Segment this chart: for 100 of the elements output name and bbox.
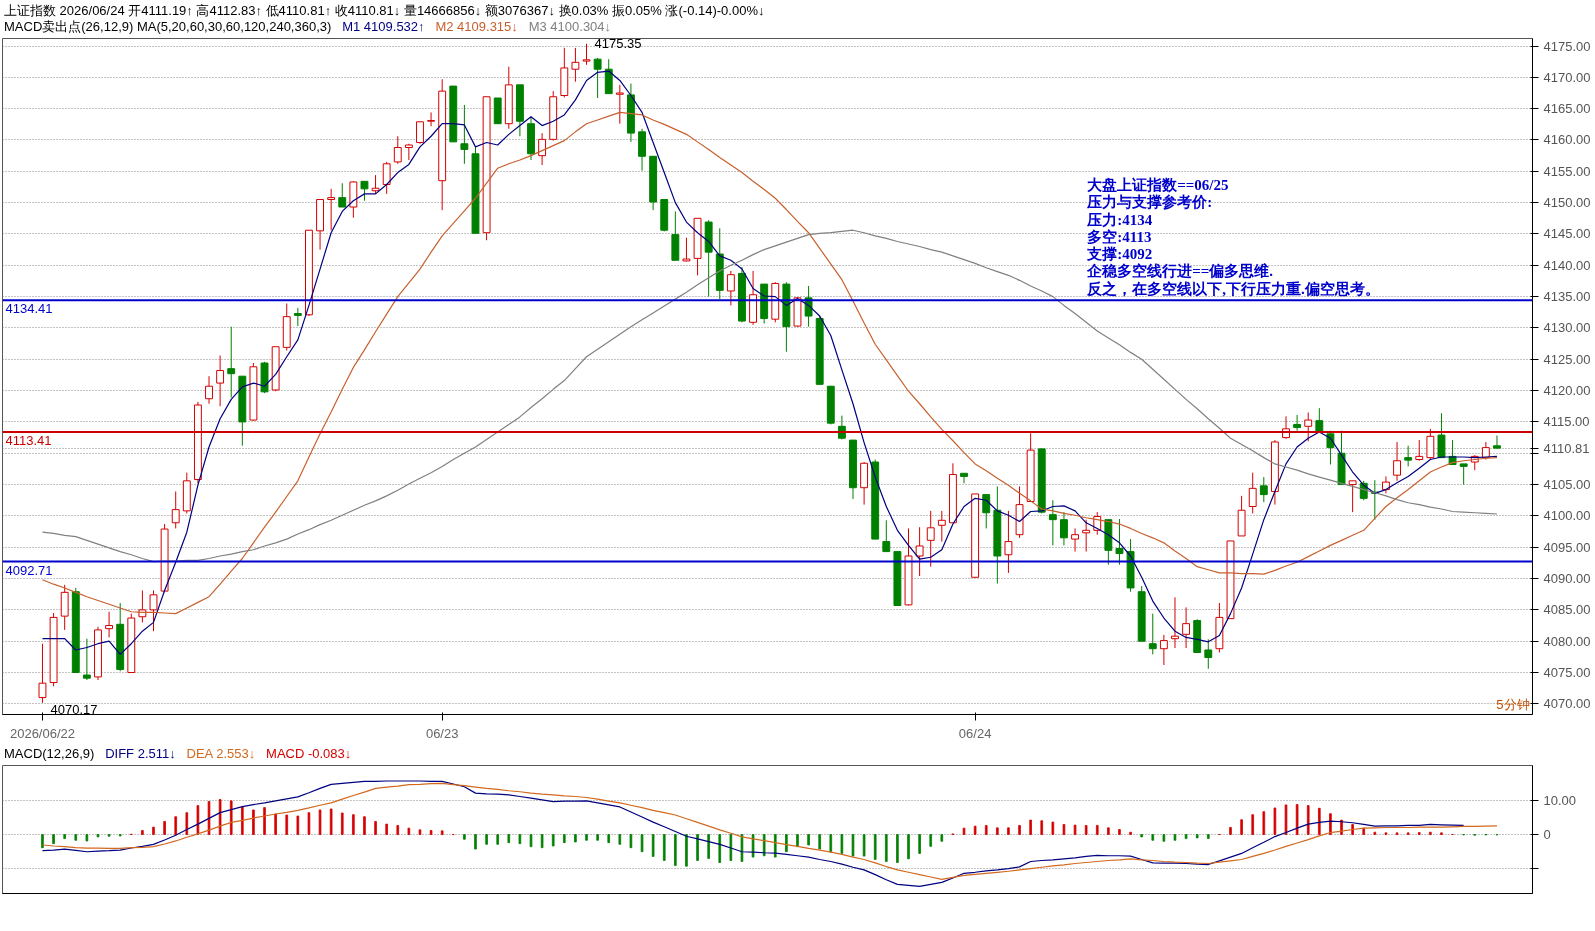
candlestick [1060,511,1068,546]
annotation: 企稳多空线行进==偏多思维. [1086,262,1274,280]
candlestick [1293,414,1302,432]
annotation: 大盘上证指数==06/25 [1087,177,1229,194]
candlestick [393,135,402,165]
y-tick-label: 4110.81 [1543,440,1590,456]
candlestick [1382,475,1390,494]
candlestick [38,643,47,704]
annotation: 压力与支撑参考价: [1086,194,1213,211]
candlestick [371,174,380,195]
candlestick [1404,445,1413,467]
annotation: 压力:4134 [1086,211,1153,228]
y-tick-label: 4130.00 [1543,320,1591,336]
text: DEA 2.553↓ [186,746,256,761]
candlestick [1159,634,1168,666]
candlestick [416,120,424,145]
candlestick [1259,476,1268,503]
candlestick [571,47,580,83]
candlestick [882,519,891,553]
candlestick [327,188,336,231]
chart-subtitle: MACD卖出点(26,12,9) MA(5,20,60,30,60,120,240,360,3) [4,19,332,34]
y-tick-label: 4125.00 [1543,351,1591,367]
candlestick [82,638,91,681]
y-tick-label: 4140.00 [1543,257,1591,273]
candlestick [216,355,225,407]
y-tick-label: 4160.00 [1543,132,1591,148]
y-tick-label: 4115.00 [1543,414,1590,430]
y-tick-label: 4105.00 [1543,477,1591,493]
ref-line-label: 4113.41 [5,432,52,448]
y-tick-label: 4170.00 [1543,69,1591,85]
candlestick [1182,606,1191,649]
y-tick-label: 4095.00 [1543,539,1591,555]
y-tick-label: 4080.00 [1543,633,1591,649]
y-tick-label: 4155.00 [1543,163,1591,179]
candlestick [1493,435,1501,449]
candlestick [1248,472,1257,514]
candlestick [171,490,180,529]
candlestick [615,84,624,125]
candlestick [205,375,213,405]
candlestick [960,472,968,484]
annotation: 支撑:4092 [1086,246,1153,263]
y-tick-label: 4150.00 [1543,195,1591,211]
candlestick [1415,439,1424,462]
x-tick-label: 06/23 [425,725,459,741]
candlestick [227,326,236,398]
y-tick-label: 10.00 [1543,793,1577,809]
ref-line-label: 4134.41 [5,301,53,317]
candlestick [60,584,69,631]
candlestick [1048,499,1057,546]
candlestick [404,143,413,161]
x-tick-label: 06/24 [958,725,992,741]
chart-title: MACD(12,26,9) [4,746,95,761]
candlestick [1148,613,1157,655]
text: M3 4100.304↓ [528,19,612,34]
y-tick-label: 4145.00 [1543,226,1591,242]
y-tick-label: 0 [1543,827,1551,843]
text: M1 4109.532↑ [342,19,425,34]
candlestick [915,526,924,577]
candlestick [726,270,735,306]
candlestick [105,611,114,638]
candlestick [538,132,547,166]
candlestick [1071,527,1079,553]
candlestick [360,180,369,202]
y-tick-label: 4135.00 [1543,289,1591,305]
candlestick [427,111,436,127]
text: MACD -0.083↓ [266,746,352,761]
y-tick-label: 4085.00 [1543,602,1591,618]
x-axis-title: 5分钟 [1496,696,1530,712]
annotation: 多空:4113 [1087,227,1152,245]
candlestick [682,237,691,263]
y-tick-label: 4120.00 [1543,383,1591,399]
ref-line-label: 4092.71 [5,562,53,578]
candlestick [937,510,946,543]
text: M2 4109.315↓ [435,19,518,34]
candlestick [1437,412,1446,459]
candlestick [1204,638,1213,670]
text: 4070.17 [50,701,98,717]
y-tick-label: 4175.00 [1543,38,1591,54]
y-tick-label: 4165.00 [1543,101,1591,117]
y-tick-label: 4090.00 [1543,571,1591,587]
y-tick-label: 4075.00 [1543,665,1591,681]
candlestick [460,104,469,165]
candlestick [293,307,302,327]
y-tick-label: 4070.00 [1543,696,1591,712]
text: DIFF 2.511↓ [105,746,176,761]
candlestick [1348,480,1357,513]
candlestick [926,510,935,568]
candlestick [1004,510,1013,574]
candlestick [593,57,602,99]
candlestick [338,182,347,208]
annotation: 反之，在多空线以下,下行压力重.偏空思考。 [1086,279,1380,297]
candlestick [1393,441,1401,482]
chart-title: 上证指数 2026/06/24 开4111.19↑ 高4112.83↑ 低4110.81↑ 收4110.81↓ 量14666856↓ 额3076367↓ 换0.03% 振0.05% 涨(-0.14)-0.00%↓ [4,3,765,18]
x-tick-label: 2026/06/22 [9,725,76,741]
candlestick [982,494,991,529]
candlestick [1115,518,1124,566]
candlestick [382,161,391,195]
text: 4175.35 [594,36,642,52]
candlestick [1459,463,1468,486]
candlestick [582,43,591,66]
